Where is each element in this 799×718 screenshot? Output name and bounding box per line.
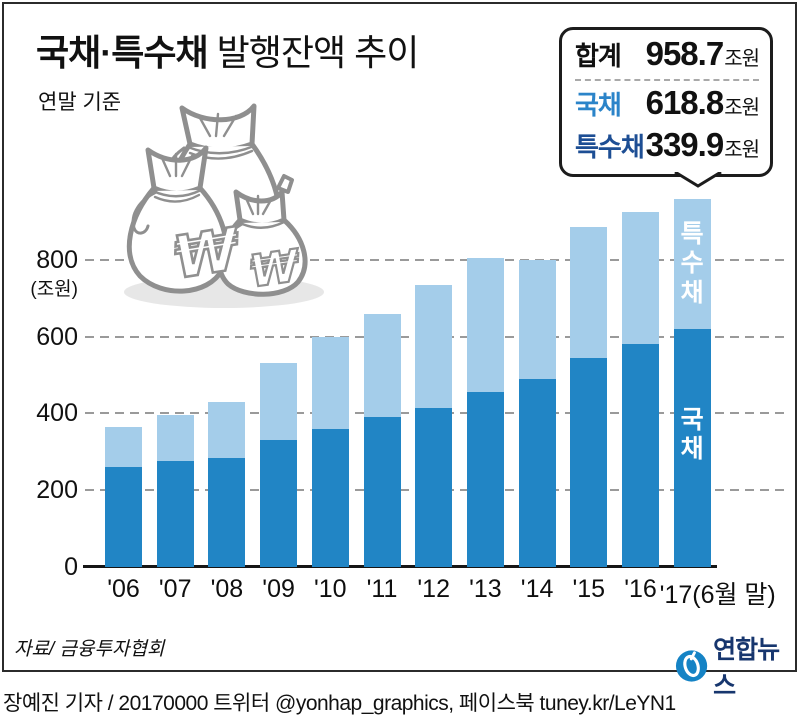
source-credit: 자료/ 금융투자협회 [14, 639, 165, 660]
bar-국채-'16 [622, 344, 659, 567]
y-tick-800: 800 [36, 245, 78, 274]
x-tick-'11: '11 [366, 575, 398, 603]
bar-국채-'13 [466, 392, 504, 567]
bar-특수채-'14 [518, 259, 556, 379]
y-tick-600: 600 [36, 322, 78, 351]
bar-국채-'17(6월 말): 국 채 [673, 329, 711, 567]
bar-국채-'11 [363, 417, 401, 567]
bar-특수채-'10 [311, 336, 349, 429]
summary-callout: 합계 958.7조원 국채 618.8조원 특수채 339.9조원 [559, 27, 773, 188]
page-title: 국채·특수채 발행잔액 추이 [36, 24, 420, 76]
gov-label: 국채 [575, 90, 622, 120]
y-tick-0: 0 [64, 553, 78, 581]
yonhap-logo: 연합뉴스 [674, 630, 799, 702]
x-tick-'07: '07 [158, 575, 192, 603]
callout-row-total: 합계 958.7조원 [575, 35, 760, 79]
gridline-800 [85, 258, 785, 261]
bar-특수채-'07 [156, 415, 194, 462]
y-tick-200: 200 [36, 476, 78, 505]
x-tick-'16: '16 [624, 575, 657, 603]
x-tick-'15: '15 [572, 575, 606, 603]
byline-footer: 장예진 기자 / 20170000 트위터 @yonhap_graphics, … [3, 692, 676, 715]
bar-국채-'15 [570, 357, 608, 567]
bar-국채-'08 [208, 457, 246, 567]
x-tick-'06: '06 [107, 575, 140, 603]
bar-특수채-'13 [466, 257, 504, 393]
chart-frame [2, 2, 797, 672]
y-tick-400: 400 [36, 399, 78, 428]
special-unit: 조원 [724, 139, 760, 161]
svg-text:₩: ₩ [247, 240, 305, 298]
bar-국채-'06 [105, 467, 142, 567]
title-regular: 발행잔액 추이 [207, 32, 420, 73]
bar-국채-'14 [518, 378, 556, 567]
in-bar-label-special: 특 수 채 [680, 219, 704, 307]
total-unit: 조원 [724, 48, 760, 70]
x-tick-'13: '13 [469, 575, 502, 603]
bar-국채-'12 [415, 407, 453, 567]
bar-특수채-'06 [105, 426, 142, 468]
money-bags-illustration: ₩ ₩ [124, 103, 324, 308]
bar-국채-'07 [156, 461, 194, 567]
total-value: 958.7조원 [645, 35, 760, 72]
bar-특수채-'17(6월 말): 특 수 채 [673, 198, 711, 330]
money-bag-left [126, 145, 229, 294]
x-tick-'14: '14 [520, 575, 554, 603]
bar-국채-'09 [260, 440, 298, 567]
special-label: 특수채 [575, 132, 645, 162]
money-bag-right [217, 174, 308, 297]
bar-특수채-'16 [622, 211, 659, 345]
in-bar-label-gov: 국 채 [680, 405, 704, 464]
x-tick-'10: '10 [314, 575, 347, 603]
y-axis-unit: (조원) [30, 278, 78, 300]
subtitle: 연말 기준 [38, 91, 122, 114]
callout-row-special: 특수채 339.9조원 [575, 126, 760, 168]
bar-특수채-'09 [260, 363, 298, 441]
bar-특수채-'15 [570, 227, 608, 358]
gov-value: 618.8조원 [645, 84, 760, 121]
x-tick-'08: '08 [210, 575, 244, 603]
special-value: 339.9조원 [645, 126, 760, 163]
total-label: 합계 [575, 41, 622, 71]
gov-unit: 조원 [724, 97, 760, 119]
won-symbols: ₩ ₩ [168, 213, 306, 299]
x-tick-'17(6월 말): '17(6월 말) [659, 581, 776, 609]
callout-divider [575, 79, 759, 81]
svg-text:₩: ₩ [169, 214, 246, 292]
yonhap-logo-text: 연합뉴스 [713, 636, 780, 700]
callout-pointer-icon [674, 172, 722, 188]
x-tick-'12: '12 [417, 575, 450, 603]
callout-row-gov: 국채 618.8조원 [575, 84, 760, 126]
bar-국채-'10 [311, 428, 349, 567]
bar-특수채-'08 [208, 401, 246, 458]
x-tick-'09: '09 [262, 575, 295, 603]
bar-특수채-'11 [363, 313, 401, 418]
bar-특수채-'12 [415, 284, 453, 408]
title-bold: 국채·특수채 [36, 32, 209, 73]
yonhap-logo-icon [675, 650, 708, 682]
